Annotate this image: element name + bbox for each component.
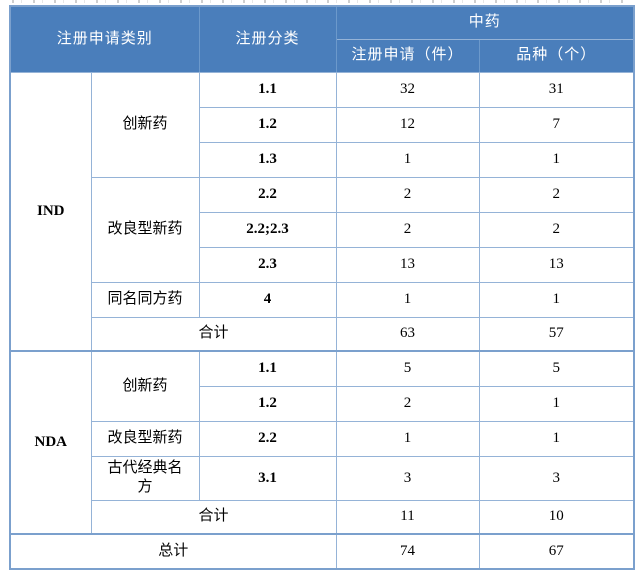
group-label: 古代经典名方 [90,455,200,501]
group-label: 同名同方药 [90,281,200,318]
applications-cell: 3 [335,455,480,501]
varieties-cell: 3 [478,455,635,501]
classification-cell: 2.2 [198,176,337,213]
table-row: IND 创新药 1.1 32 31 [9,71,635,352]
table-row: 古代经典名方 3.1 3 3 [10,455,635,501]
table-row: 1.3 1 1 [10,141,635,178]
applications-cell: 13 [335,246,480,283]
varieties-cell: 1 [478,385,635,422]
grand-total-label: 总计 [9,533,337,570]
table-body: IND 创新药 1.1 32 31 1.2 12 7 1.3 1 1 改良型新药… [9,71,635,570]
varieties-cell: 13 [478,246,635,283]
header-group-tcm: 中药 [335,5,635,40]
table-row: 1.2 12 7 [10,106,635,143]
group-label: 创新药 [90,71,200,178]
applications-cell: 74 [335,533,480,570]
applications-cell: 63 [335,316,480,352]
header-category: 注册申请类别 [9,5,200,73]
registration-table: 注册申请类别 注册分类 中药 注册申请（件） 品种（个） IND 创新药 1.1… [9,5,636,570]
classification-cell: 1.3 [198,141,337,178]
section-label-ind: IND [9,71,92,352]
varieties-cell: 7 [478,106,635,143]
applications-cell: 32 [335,71,480,108]
table-header: 注册申请类别 注册分类 中药 注册申请（件） 品种（个） [9,5,635,73]
applications-cell: 2 [335,385,480,422]
table-row: 2.3 13 13 [10,246,635,283]
applications-cell: 1 [335,420,480,457]
applications-cell: 2 [335,176,480,213]
grand-total-row: 总计 74 67 [9,533,635,570]
classification-cell: 2.3 [198,246,337,283]
varieties-cell: 2 [478,176,635,213]
header-classification: 注册分类 [198,5,337,73]
registration-table-container: 注册申请类别 注册分类 中药 注册申请（件） 品种（个） IND 创新药 1.1… [9,5,636,570]
applications-cell: 11 [335,499,480,535]
varieties-cell: 5 [478,350,635,387]
applications-cell: 5 [335,350,480,387]
applications-cell: 1 [335,141,480,178]
subtotal-label: 合计 [90,499,337,535]
classification-cell: 2.2 [198,420,337,457]
varieties-cell: 1 [478,141,635,178]
applications-cell: 1 [335,281,480,318]
subtotal-label: 合计 [90,316,337,352]
varieties-cell: 57 [478,316,635,352]
varieties-cell: 31 [478,71,635,108]
table-row: 改良型新药 2.2 2 2 [10,176,635,283]
applications-cell: 2 [335,211,480,248]
classification-cell: 1.1 [198,71,337,108]
varieties-cell: 1 [478,420,635,457]
table-row: 同名同方药 4 1 1 [10,281,635,318]
table-row: 改良型新药 2.2 1 1 [10,420,635,457]
header-varieties: 品种（个） [478,38,635,73]
varieties-cell: 10 [478,499,635,535]
varieties-cell: 67 [478,533,635,570]
header-applications: 注册申请（件） [335,38,480,73]
varieties-cell: 2 [478,211,635,248]
classification-cell: 4 [198,281,337,318]
classification-cell: 1.2 [198,106,337,143]
group-label: 改良型新药 [90,176,200,283]
subtotal-row-ind: 合计 63 57 [10,316,635,352]
classification-cell: 1.1 [198,350,337,387]
classification-cell: 1.2 [198,385,337,422]
applications-cell: 12 [335,106,480,143]
group-label: 改良型新药 [90,420,200,457]
table-row: 2.2;2.3 2 2 [10,211,635,248]
cropped-text-artifact [12,0,630,3]
header-row-2: 注册申请（件） 品种（个） [10,38,635,73]
classification-cell: 2.2;2.3 [198,211,337,248]
table-row: NDA 创新药 1.1 5 5 [9,350,635,535]
group-label-text: 古代经典名方 [107,459,183,495]
section-label-nda: NDA [9,350,92,535]
header-row-1: 注册申请类别 注册分类 中药 [9,5,635,73]
varieties-cell: 1 [478,281,635,318]
group-label: 创新药 [90,350,200,422]
subtotal-row-nda: 合计 11 10 [10,499,635,535]
classification-cell: 3.1 [198,455,337,501]
